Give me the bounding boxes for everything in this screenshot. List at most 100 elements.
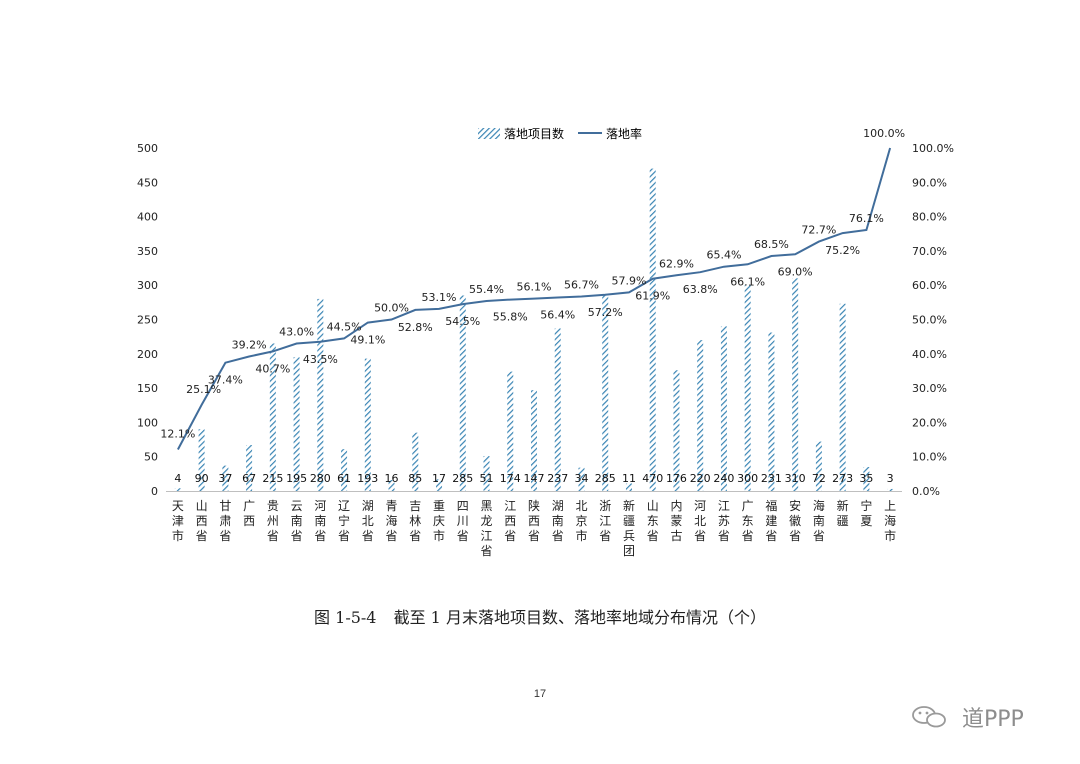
category-label-char: 江 <box>504 499 516 513</box>
figure-number: 图 1-5-4 <box>314 608 377 627</box>
rate-value-label: 53.1% <box>422 291 457 304</box>
category-label-char: 省 <box>789 529 801 543</box>
bar-value-label: 85 <box>408 472 422 485</box>
category-label-char: 省 <box>504 529 516 543</box>
category-label-char: 蒙 <box>670 514 682 528</box>
rate-value-label: 37.4% <box>208 374 243 387</box>
category-label-char: 徽 <box>789 513 801 528</box>
category-label-char: 省 <box>314 529 326 543</box>
rate-value-label: 44.5% <box>327 320 362 333</box>
rate-value-label: 39.2% <box>232 339 267 352</box>
category-label-char: 江 <box>599 514 611 528</box>
bar <box>436 479 443 491</box>
legend-line-label: 落地率 <box>606 126 642 141</box>
bar <box>578 467 585 491</box>
bar <box>625 483 632 491</box>
category-label-char: 重 <box>433 499 445 513</box>
left-tick-label: 0 <box>151 485 158 498</box>
rate-value-labels: 12.1% 25.1%37.4% 39.2% 40.7% 43.0% 43.5% 44.5%… <box>160 127 905 440</box>
bar-value-label: 280 <box>310 472 331 485</box>
category-label-char: 南 <box>291 513 303 528</box>
bar <box>293 357 300 491</box>
right-tick-label: 80.0% <box>912 211 947 224</box>
category-label-char: 省 <box>813 529 825 543</box>
category-label-char: 湖 <box>362 498 374 513</box>
category-label-char: 林 <box>409 514 421 528</box>
left-tick-label: 100 <box>137 416 158 429</box>
left-axis: 0 50 100 150 200 250 300 350 400 450 500 <box>137 142 158 498</box>
bar-value-label: 237 <box>547 472 568 485</box>
bar-value-label: 51 <box>480 472 494 485</box>
bar <box>602 295 609 491</box>
bar <box>364 358 371 491</box>
bar <box>839 303 846 491</box>
category-label-char: 省 <box>457 529 469 543</box>
bar <box>459 295 466 491</box>
category-label-char: 安 <box>789 498 801 513</box>
legend-bar-label: 落地项目数 <box>504 126 564 141</box>
bar <box>174 488 181 491</box>
bar-value-label: 17 <box>432 472 446 485</box>
category-label-char: 河 <box>694 499 706 513</box>
rate-value-label: 66.1% <box>730 275 765 288</box>
rate-value-label: 62.9% <box>659 257 694 270</box>
bar-value-label: 470 <box>642 472 663 485</box>
bar-value-label: 16 <box>385 472 399 485</box>
rate-value-label: 49.1% <box>350 334 385 347</box>
category-label-char: 西 <box>243 514 255 528</box>
bar <box>744 285 751 491</box>
category-label-char: 省 <box>742 529 754 543</box>
category-label-char: 甘 <box>219 499 231 513</box>
right-tick-label: 70.0% <box>912 245 947 258</box>
bar-value-label: 240 <box>713 472 734 485</box>
category-label-char: 广 <box>243 499 255 513</box>
left-tick-label: 50 <box>144 451 158 464</box>
rate-value-label: 57.9% <box>611 274 646 287</box>
category-label-char: 省 <box>386 529 398 543</box>
rate-value-label: 55.8% <box>493 311 528 324</box>
bar <box>720 326 727 491</box>
bar-value-label: 215 <box>262 472 283 485</box>
rate-value-label: 72.7% <box>801 224 836 237</box>
left-tick-label: 150 <box>137 382 158 395</box>
bar <box>673 370 680 491</box>
category-label-char: 疆 <box>623 514 635 528</box>
right-tick-label: 40.0% <box>912 348 947 361</box>
left-tick-label: 400 <box>137 211 158 224</box>
bar-value-label: 310 <box>785 472 806 485</box>
rate-value-label: 52.8% <box>398 321 433 334</box>
watermark: 道PPP <box>904 702 1064 732</box>
category-label-char: 省 <box>481 544 493 558</box>
bar-value-label: 231 <box>761 472 782 485</box>
rate-value-label: 61.9% <box>635 290 670 303</box>
bar <box>531 390 537 491</box>
right-tick-label: 30.0% <box>912 382 947 395</box>
bar-value-label: 195 <box>286 472 307 485</box>
right-tick-label: 90.0% <box>912 176 947 189</box>
category-label-char: 建 <box>765 514 777 528</box>
bar <box>887 488 894 491</box>
category-label-char: 西 <box>504 514 516 528</box>
figure-title: 截至 1 月末落地项目数、落地率地域分布情况（个） <box>393 608 766 627</box>
category-label-char: 海 <box>813 498 825 513</box>
bar-value-label: 11 <box>622 472 636 485</box>
wechat-icon <box>912 706 946 728</box>
category-label-char: 西 <box>528 514 540 528</box>
category-labels: 天津市山西省甘肃省广西贵州省云南省河南省辽宁省湖北省青海省吉林省重庆市四川省黑龙… <box>172 498 896 558</box>
legend-bar-swatch <box>478 128 500 139</box>
category-label-char: 山 <box>647 499 659 513</box>
rate-value-label: 75.2% <box>825 244 860 257</box>
category-label-char: 省 <box>267 529 279 543</box>
bar-value-label: 285 <box>452 472 473 485</box>
bar-value-label: 273 <box>832 472 853 485</box>
category-label-char: 陕 <box>528 498 540 513</box>
category-label-char: 贵 <box>267 499 279 513</box>
bar <box>388 480 395 491</box>
bar <box>317 298 324 491</box>
category-label-char: 山 <box>196 499 208 513</box>
bar <box>792 278 799 491</box>
rate-value-label: 63.8% <box>683 283 718 296</box>
bar <box>246 445 253 491</box>
right-tick-label: 50.0% <box>912 314 947 327</box>
rate-value-label: 100.0% <box>863 127 905 140</box>
